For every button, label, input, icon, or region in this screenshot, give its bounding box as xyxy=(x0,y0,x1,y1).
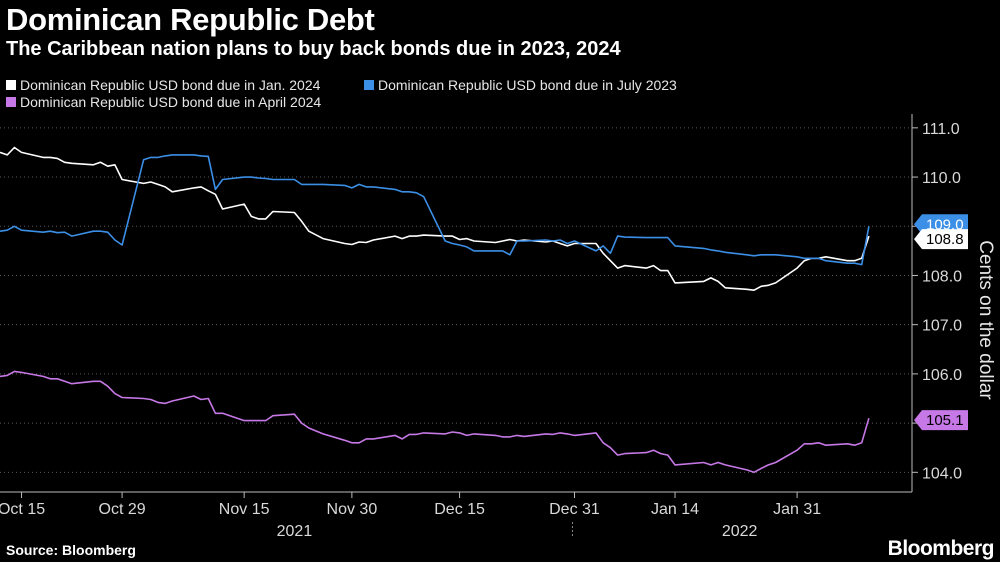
x-tick-label: Jan 14 xyxy=(651,501,699,518)
legend-label-july-2023: Dominican Republic USD bond due in July … xyxy=(378,77,677,93)
x-tick-label: Oct 15 xyxy=(0,501,45,518)
y-tick-label: 106.0 xyxy=(922,367,962,384)
legend-item-april-2024: Dominican Republic USD bond due in April… xyxy=(6,94,321,110)
y-tick-label: 107.0 xyxy=(922,318,962,335)
legend-label-april-2024: Dominican Republic USD bond due in April… xyxy=(20,94,322,110)
last-value-flag-0 xyxy=(914,229,968,250)
series-line-2 xyxy=(0,370,870,474)
series-line-0 xyxy=(0,146,870,292)
y-tick-label: 110.0 xyxy=(922,170,961,187)
legend-swatch-july-2023 xyxy=(364,80,374,90)
x-tick-label: Nov 15 xyxy=(219,501,270,518)
x-tick-label: Dec 15 xyxy=(434,501,485,518)
x-tick-label: Dec 31 xyxy=(549,501,600,518)
x-tick-label: Oct 29 xyxy=(99,501,146,518)
y-tick-label: 111.0 xyxy=(922,121,960,138)
series-lines xyxy=(0,146,870,474)
last-value-text-0: 108.8 xyxy=(926,231,964,248)
bloomberg-logo: Bloomberg xyxy=(887,537,995,560)
x-tick-label: Nov 30 xyxy=(327,501,378,518)
last-value-text-2: 105.1 xyxy=(926,412,964,429)
y-tick-label: 108.0 xyxy=(922,268,962,285)
series-line-1 xyxy=(0,154,870,266)
chart-subtitle: The Caribbean nation plans to buy back b… xyxy=(6,38,621,60)
line-chart: 104.0105.0106.0107.0108.0109.0110.0111.0… xyxy=(0,114,996,540)
legend-swatch-april-2024 xyxy=(6,97,16,107)
chart-title: Dominican Republic Debt xyxy=(6,2,375,37)
last-value-flag-2 xyxy=(914,410,968,431)
legend-label-jan-2024: Dominican Republic USD bond due in Jan. … xyxy=(20,77,321,93)
legend-item-july-2023: Dominican Republic USD bond due in July … xyxy=(364,77,677,93)
y-tick-label: 104.0 xyxy=(922,465,962,482)
grid-lines xyxy=(0,127,912,473)
year-label: 2022 xyxy=(722,523,758,540)
axes: 104.0105.0106.0107.0108.0109.0110.0111.0… xyxy=(0,114,962,540)
source-note: Source: Bloomberg xyxy=(6,542,136,558)
y-axis-label: Cents on the dollar xyxy=(975,240,996,400)
legend-swatch-jan-2024 xyxy=(6,80,16,90)
legend-item-jan-2024: Dominican Republic USD bond due in Jan. … xyxy=(6,77,320,93)
year-label: 2021 xyxy=(277,523,313,540)
last-value-text-1: 109.0 xyxy=(926,216,964,233)
x-tick-label: Jan 31 xyxy=(773,501,821,518)
